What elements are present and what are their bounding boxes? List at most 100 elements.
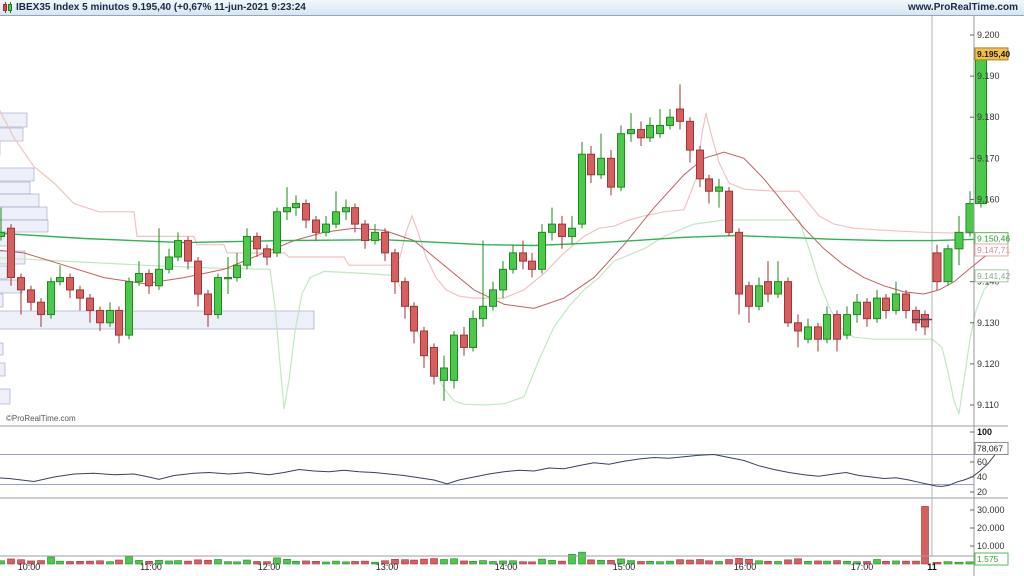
candle xyxy=(705,178,713,192)
volume-tick-label: 30.000 xyxy=(977,505,1005,515)
chart-type-icons xyxy=(3,1,12,13)
volume-bar xyxy=(135,560,143,565)
candle xyxy=(106,309,114,324)
volume-bar xyxy=(932,562,942,565)
candle xyxy=(548,223,556,233)
candle xyxy=(351,207,359,225)
candle xyxy=(666,116,674,126)
volume-profile-bar xyxy=(0,206,48,221)
candle xyxy=(37,301,45,316)
volume-bar xyxy=(332,560,340,565)
volume-bar xyxy=(410,559,418,565)
candle xyxy=(135,272,143,283)
oscillator-tick-label: 20 xyxy=(977,487,987,497)
time-tick-label: 12:00 xyxy=(258,562,281,572)
time-tick-label: 11:00 xyxy=(140,562,162,572)
volume-bar xyxy=(814,560,822,565)
volume-profile-bar xyxy=(0,342,4,356)
time-tick-label: 17:00 xyxy=(851,562,874,572)
candle xyxy=(391,252,399,283)
volume-bar xyxy=(705,560,713,565)
candle xyxy=(745,285,753,307)
band-green-value-box xyxy=(974,269,1009,283)
chart-canvas[interactable]: 9.2009.1909.1809.1709.1609.1409.1309.120… xyxy=(0,16,1024,576)
volume-bar xyxy=(509,560,517,565)
time-tick-label: 16:00 xyxy=(734,562,757,572)
candle xyxy=(954,231,964,250)
volume-bar xyxy=(548,560,556,565)
volume-bar xyxy=(912,560,920,565)
candle xyxy=(17,277,25,291)
candle xyxy=(784,281,792,324)
candle xyxy=(342,207,350,213)
candle xyxy=(637,129,645,139)
volume-bar xyxy=(646,560,654,565)
candle xyxy=(814,326,822,340)
candle xyxy=(420,330,428,357)
candle xyxy=(115,309,123,336)
candle xyxy=(597,157,605,176)
volume-profile-bar xyxy=(0,293,4,308)
lower-band-line xyxy=(0,219,999,416)
candle xyxy=(401,281,409,307)
candle xyxy=(47,281,55,316)
candle xyxy=(479,305,487,320)
candle xyxy=(410,305,418,332)
candle xyxy=(538,231,546,270)
volume-bar xyxy=(774,561,782,565)
candle xyxy=(873,297,881,320)
volume-bar xyxy=(0,560,5,565)
volume-tick-label: 10.000 xyxy=(977,541,1005,551)
volume-bar xyxy=(155,559,163,565)
candle xyxy=(833,314,841,340)
oscillator-last-value-box xyxy=(974,441,1009,455)
volume-bar xyxy=(322,561,330,565)
volume-bar xyxy=(381,560,389,565)
band-green-value: 9.141,42 xyxy=(977,271,1010,281)
green-moving-average-line xyxy=(0,232,999,247)
volume-bar xyxy=(666,560,674,565)
volume-tick-label: 20.000 xyxy=(977,523,1005,533)
candle xyxy=(519,252,527,262)
volume-bar xyxy=(538,558,546,565)
upper-band-line xyxy=(0,109,999,299)
volume-profile-bar xyxy=(0,362,6,377)
volume-bar xyxy=(954,561,964,565)
volume-bar xyxy=(76,560,84,565)
volume-bar xyxy=(528,561,536,565)
volume-bar xyxy=(676,559,684,565)
volume-bar xyxy=(558,560,566,565)
candle xyxy=(774,281,782,295)
volume-bar xyxy=(965,561,975,565)
volume-last-value: 1.575 xyxy=(977,554,999,564)
day-start-label: 11 xyxy=(927,562,937,572)
volume-bar xyxy=(745,559,753,565)
volume-bar xyxy=(764,560,772,565)
candle xyxy=(965,203,975,233)
candle xyxy=(302,203,310,221)
copyright-label: ©ProRealTime.com xyxy=(6,414,76,423)
candle xyxy=(617,133,625,188)
volume-bar xyxy=(125,556,133,565)
oscillator-last-value: 78,067 xyxy=(977,443,1003,453)
volume-profile-bar xyxy=(0,112,28,128)
volume-bar xyxy=(587,559,595,565)
candle xyxy=(145,272,153,287)
volume-bar xyxy=(27,560,35,565)
price-tick-label: 9.130 xyxy=(977,318,1000,328)
volume-bar xyxy=(794,558,802,565)
candle xyxy=(155,268,163,287)
candle xyxy=(184,240,192,262)
volume-bar xyxy=(106,561,114,565)
candle xyxy=(165,256,173,270)
candle xyxy=(863,301,871,320)
candle xyxy=(943,248,953,283)
candle xyxy=(66,277,74,291)
volume-bar xyxy=(243,559,251,565)
candle xyxy=(794,322,802,332)
candle xyxy=(696,149,704,180)
instrument-title: IBEX35 Index 5 minutos 9.195,40 (+0,67% … xyxy=(16,2,306,13)
volume-bar xyxy=(656,561,664,565)
candle xyxy=(440,367,448,381)
